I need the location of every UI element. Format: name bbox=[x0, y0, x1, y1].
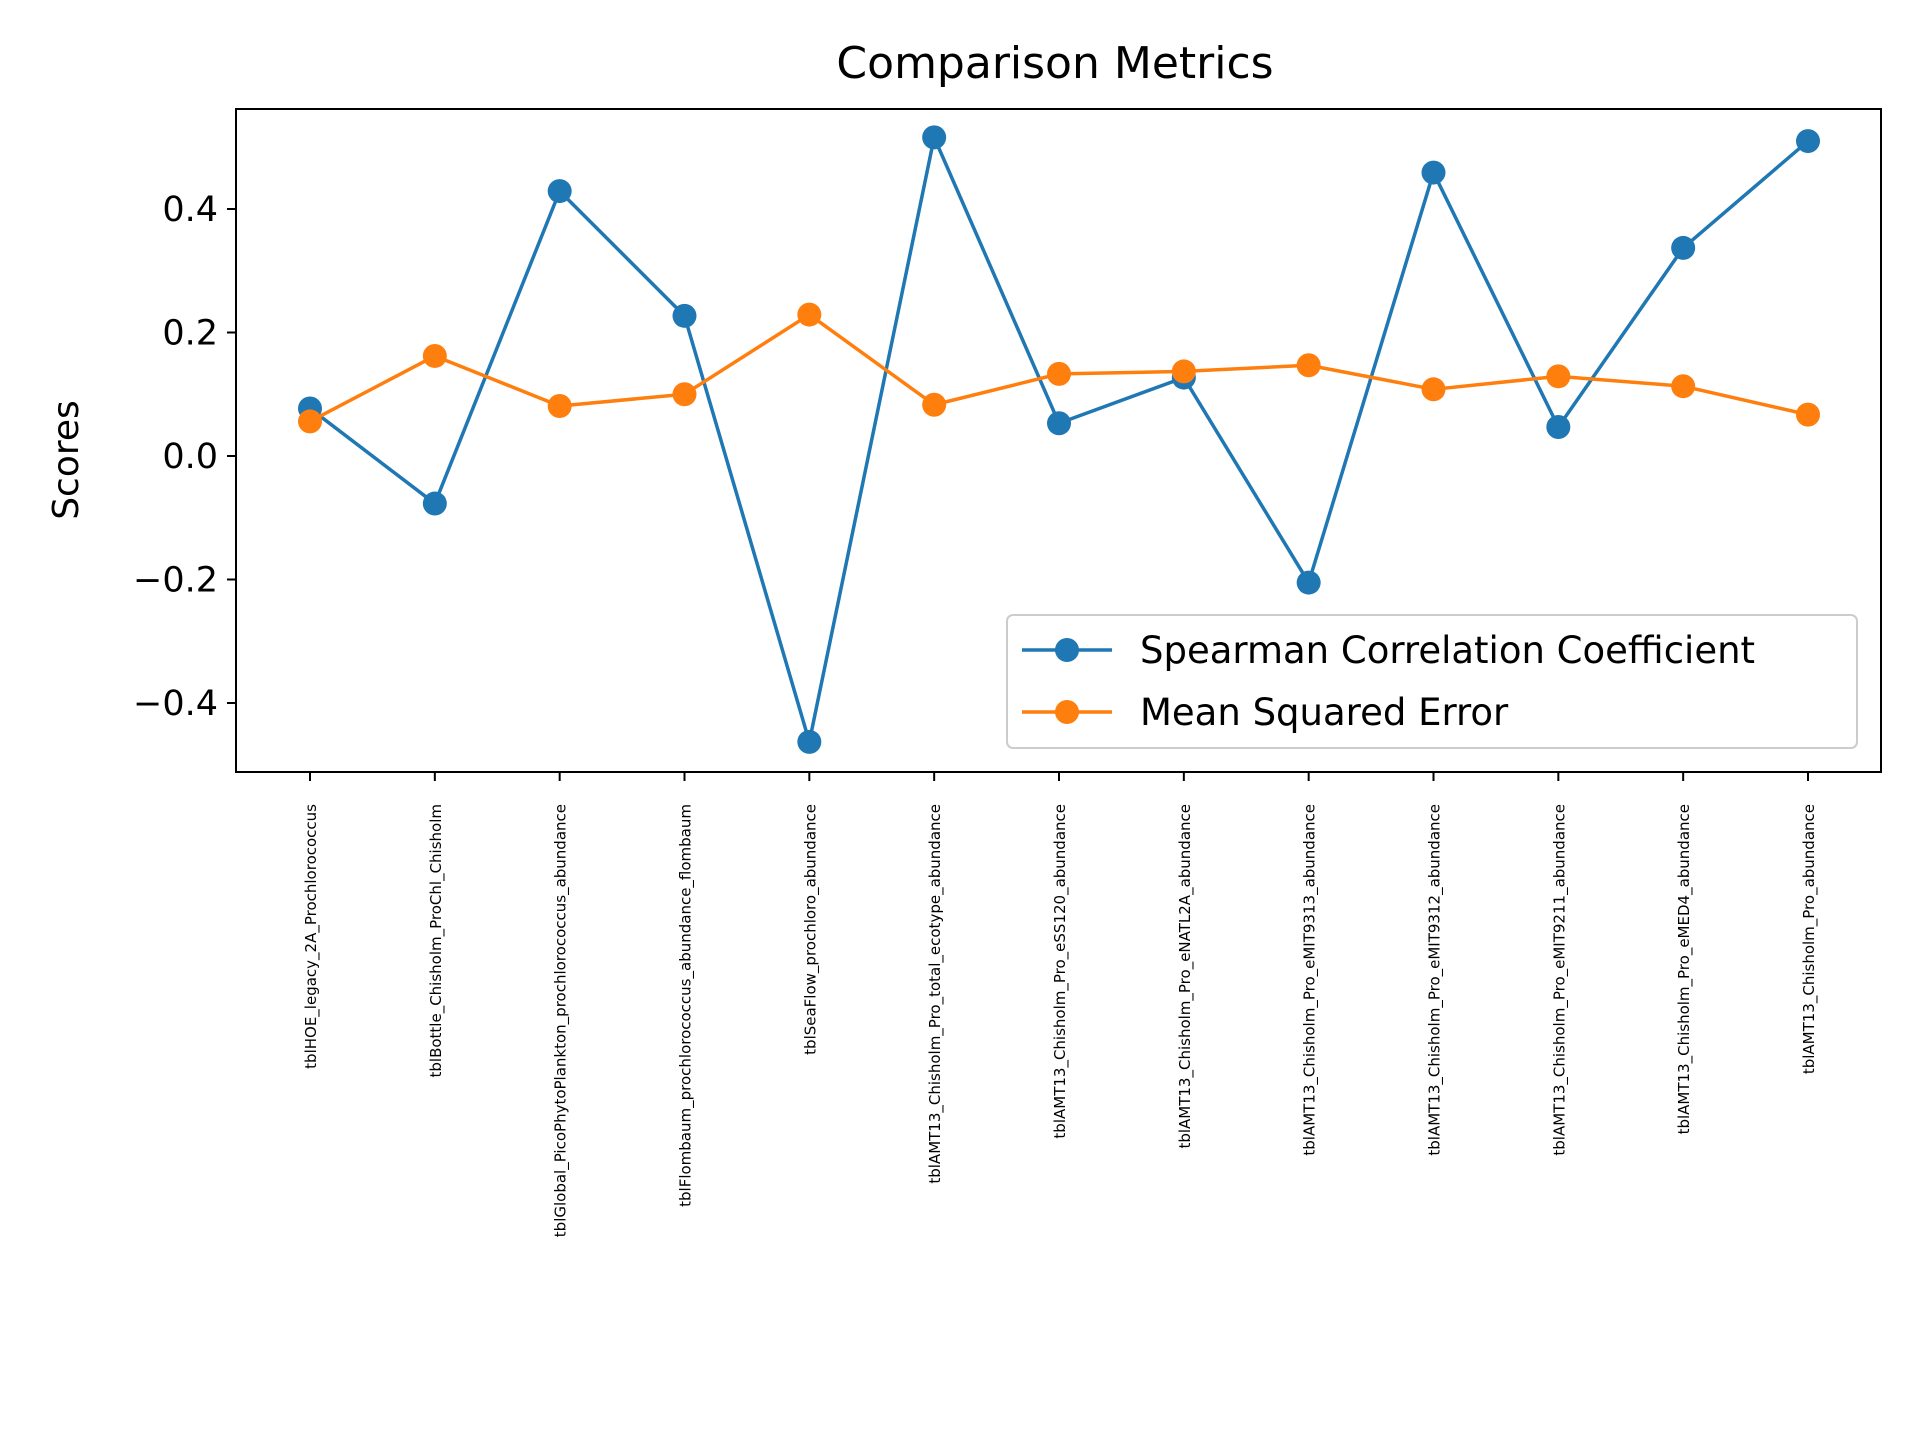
x-tick-label: tblGlobal_PicoPhytoPlankton_prochlorococ… bbox=[552, 804, 571, 1237]
y-tick-label: −0.4 bbox=[133, 684, 218, 724]
data-point bbox=[298, 409, 322, 434]
data-point bbox=[1796, 129, 1820, 154]
chart-title: Comparison Metrics bbox=[836, 38, 1273, 89]
data-point bbox=[922, 125, 947, 150]
y-tick-label: −0.2 bbox=[133, 561, 218, 601]
data-point bbox=[922, 392, 947, 417]
y-axis: −0.4 −0.2 0.0 0.2 0.4 bbox=[133, 190, 236, 724]
x-axis: tblHOE_legacy_2A_Prochlorococcus tblBottl… bbox=[302, 772, 1819, 1237]
data-point bbox=[1546, 414, 1571, 439]
x-tick-label: tblHOE_legacy_2A_Prochlorococcus bbox=[302, 804, 321, 1069]
x-tick-label: tblAMT13_Chisholm_Pro_eMIT9312_abundance bbox=[1426, 804, 1445, 1156]
data-point bbox=[1546, 364, 1571, 389]
data-point bbox=[1671, 235, 1696, 260]
data-point bbox=[1171, 359, 1196, 384]
data-point bbox=[1047, 361, 1071, 386]
data-point bbox=[1671, 374, 1696, 399]
legend-entry: Spearman Correlation Coefficient bbox=[1022, 629, 1755, 672]
data-point bbox=[1296, 353, 1321, 378]
x-tick-label: tblSeaFlow_prochloro_abundance bbox=[801, 804, 820, 1055]
y-tick-label: 0.4 bbox=[162, 190, 218, 230]
x-tick-label: tblBottle_Chisholm_ProChl_Chisholm bbox=[427, 804, 446, 1078]
data-point bbox=[672, 303, 697, 328]
data-point bbox=[547, 179, 572, 204]
series-0 bbox=[298, 125, 1820, 754]
legend-box bbox=[1006, 614, 1858, 749]
x-tick-label: tblAMT13_Chisholm_Pro_total_ecotype_abun… bbox=[926, 804, 945, 1184]
y-tick-label: 0.2 bbox=[162, 314, 218, 354]
legend-entry: Mean Squared Error bbox=[1022, 691, 1509, 734]
x-tick-label: tblAMT13_Chisholm_Pro_eSS120_abundance bbox=[1051, 804, 1070, 1139]
x-tick-label: tblAMT13_Chisholm_Pro_eMED4_abundance bbox=[1675, 804, 1694, 1134]
x-tick-label: tblAMT13_Chisholm_Pro_eMIT9211_abundance bbox=[1550, 804, 1569, 1156]
x-tick-label: tblAMT13_Chisholm_Pro_abundance bbox=[1800, 804, 1819, 1074]
x-tick-label: tblAMT13_Chisholm_Pro_eMIT9313_abundance bbox=[1301, 804, 1320, 1156]
y-tick-label: 0.0 bbox=[162, 437, 218, 477]
data-point bbox=[547, 393, 572, 418]
data-point bbox=[1421, 160, 1446, 185]
x-tick-label: tblAMT13_Chisholm_Pro_eNATL2A_abundance bbox=[1176, 804, 1195, 1149]
legend-marker bbox=[1055, 700, 1079, 724]
data-point bbox=[797, 302, 822, 327]
data-point bbox=[1296, 570, 1321, 595]
legend-marker bbox=[1055, 638, 1079, 662]
series-layer bbox=[298, 125, 1820, 754]
data-point bbox=[1047, 411, 1071, 436]
legend: Spearman Correlation Coefficient Mean Squ… bbox=[1006, 614, 1858, 749]
data-point bbox=[1796, 402, 1820, 427]
y-axis-label: Scores bbox=[46, 400, 87, 520]
data-point bbox=[422, 491, 447, 516]
data-point bbox=[1421, 377, 1446, 402]
legend-label: Mean Squared Error bbox=[1140, 691, 1509, 734]
legend-label: Spearman Correlation Coefficient bbox=[1140, 629, 1755, 672]
data-point bbox=[422, 343, 447, 368]
data-point bbox=[672, 382, 697, 407]
x-tick-label: tblFlombaum_prochlorococcus_abundance_fl… bbox=[677, 804, 696, 1207]
series-1 bbox=[298, 302, 1820, 434]
data-point bbox=[797, 729, 822, 754]
